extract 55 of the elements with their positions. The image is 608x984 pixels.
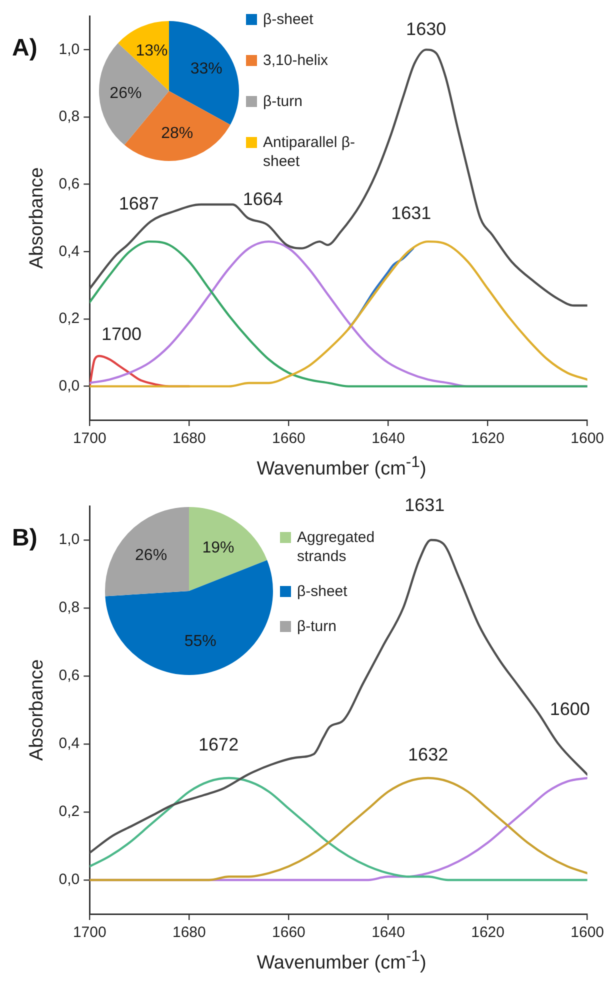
annotation: 1687 — [118, 194, 159, 214]
legend-label: β-turn — [297, 617, 336, 636]
data-label: 33% — [190, 60, 222, 78]
x-tick-label: 1680 — [172, 924, 206, 942]
x-tick-label: 1700 — [72, 430, 106, 448]
data-label: 13% — [136, 42, 168, 60]
annotation: 1664 — [242, 188, 283, 209]
y-tick-label: 0,8 — [58, 599, 80, 616]
legend-label: Aggregated strands — [297, 528, 376, 566]
y-tick-label: 1,0 — [58, 531, 80, 548]
x-tick-label: 1640 — [372, 924, 405, 942]
data-label: 19% — [202, 539, 234, 556]
annotation: 1631 — [404, 494, 445, 515]
legend-label: β-turn — [263, 92, 302, 111]
y-tick-label: 1,0 — [58, 40, 80, 58]
y-axis-title: Absorbance — [26, 659, 48, 761]
x-axis-title: Wavenumber (cm$^{-1}$) — [256, 454, 428, 480]
line-series — [90, 776, 588, 882]
line-series — [90, 240, 588, 388]
legend-label: Antiparallel β-sheet — [263, 133, 356, 171]
annotation: 1600 — [550, 698, 590, 719]
legend-label: β-sheet — [297, 582, 348, 601]
legend-label: β-sheet — [263, 10, 314, 29]
legend-label: 3,10-helix — [263, 51, 328, 70]
y-tick-label: 0,6 — [58, 175, 80, 192]
annotation: 1631 — [391, 202, 432, 223]
y-tick-label: 0,4 — [58, 242, 80, 260]
data-label: 55% — [184, 633, 216, 650]
x-tick-label: 1620 — [471, 924, 504, 942]
x-tick-label: 1600 — [570, 924, 604, 942]
x-tick-label: 1700 — [72, 924, 106, 942]
x-tick-label: 1680 — [172, 430, 206, 448]
annotation: 1632 — [408, 744, 448, 765]
y-tick-label: 0,8 — [58, 108, 80, 126]
data-label: 28% — [161, 125, 194, 142]
data-label: 26% — [135, 546, 168, 564]
x-tick-label: 1620 — [471, 430, 504, 448]
data-label: 26% — [110, 85, 142, 102]
y-tick-label: 0,4 — [58, 735, 80, 752]
y-axis-title: Absorbance — [26, 167, 48, 269]
y-tick-label: 0,0 — [58, 871, 80, 888]
x-tick-label: 1660 — [272, 430, 306, 448]
annotation: 1672 — [198, 734, 239, 754]
text: A) — [12, 34, 38, 62]
annotation: 1700 — [101, 324, 142, 344]
x-tick-label: 1660 — [272, 924, 306, 942]
x-tick-label: 1640 — [372, 430, 405, 448]
text: B) — [12, 524, 38, 552]
y-tick-label: 0,0 — [58, 377, 80, 394]
x-tick-label: 1600 — [570, 430, 604, 448]
y-tick-label: 0,2 — [58, 310, 80, 328]
y-tick-label: 0,2 — [58, 803, 80, 820]
x-axis-title: Wavenumber (cm$^{-1}$) — [256, 948, 428, 974]
y-tick-label: 0,6 — [58, 667, 80, 684]
annotation: 1630 — [406, 19, 446, 40]
